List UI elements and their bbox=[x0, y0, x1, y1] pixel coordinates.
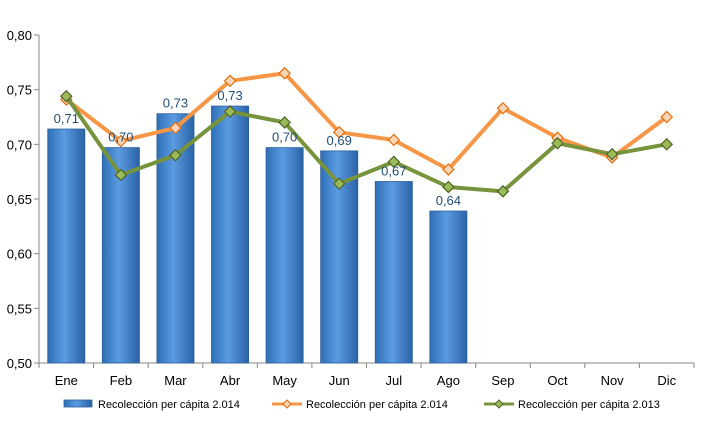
legend-item: Recolección per cápita 2.014 bbox=[63, 399, 240, 411]
y-tick-label: 0,55 bbox=[7, 301, 32, 316]
x-tick-label: Sep bbox=[491, 373, 514, 388]
line-point bbox=[332, 125, 346, 139]
y-tick-label: 0,50 bbox=[7, 356, 32, 371]
bar-data-label: 0,73 bbox=[217, 88, 242, 103]
legend-label: Recolección per cápita 2.013 bbox=[518, 399, 660, 411]
series-2014-line bbox=[59, 66, 674, 176]
bar-data-label: 0,71 bbox=[54, 111, 79, 126]
line-point bbox=[660, 137, 674, 151]
line-point bbox=[496, 101, 510, 115]
line-point bbox=[278, 116, 291, 129]
data-labels: 0,71 0,70 0,73 0,73 0,70 0,69 0,67 0,64 bbox=[54, 88, 461, 208]
bar-data-label: 0,70 bbox=[108, 130, 133, 145]
bar-series bbox=[47, 105, 468, 364]
line-point bbox=[169, 148, 182, 162]
x-tick-label: Mar bbox=[164, 373, 187, 388]
line-point bbox=[387, 133, 401, 147]
line-point bbox=[660, 110, 674, 124]
x-tick-label: Jul bbox=[385, 373, 402, 388]
bar-data-label: 0,70 bbox=[272, 130, 297, 145]
x-tick-label: May bbox=[272, 373, 297, 388]
legend-item: Recolección per cápita 2.014 bbox=[272, 399, 448, 411]
line-point bbox=[169, 121, 182, 135]
x-tick-label: Feb bbox=[110, 373, 132, 388]
line-point bbox=[442, 163, 455, 176]
bar bbox=[374, 181, 413, 364]
y-tick-label: 0,70 bbox=[7, 137, 32, 152]
series-line bbox=[64, 71, 669, 172]
legend-marker bbox=[282, 399, 292, 409]
line-point bbox=[223, 74, 237, 88]
bar bbox=[101, 147, 140, 364]
legend: Recolección per cápita 2.014 Recolección … bbox=[63, 399, 660, 411]
line-point bbox=[114, 168, 128, 182]
bar bbox=[47, 128, 86, 364]
y-tick-label: 0,80 bbox=[7, 28, 32, 43]
bar bbox=[429, 210, 468, 364]
x-tick-label: Ene bbox=[55, 373, 78, 388]
x-tick-label: Oct bbox=[547, 373, 568, 388]
line-series bbox=[59, 66, 674, 198]
bar-data-label: 0,67 bbox=[381, 164, 406, 179]
bar-data-label: 0,64 bbox=[436, 193, 461, 208]
y-tick-label: 0,75 bbox=[7, 83, 32, 98]
line-point bbox=[59, 89, 73, 103]
legend-swatch bbox=[63, 399, 93, 408]
line-point bbox=[114, 134, 128, 148]
series-line bbox=[64, 94, 669, 194]
line-point bbox=[278, 66, 291, 80]
line-point bbox=[223, 105, 237, 118]
line-point bbox=[442, 180, 455, 194]
legend-item: Recolección per cápita 2.013 bbox=[484, 399, 660, 411]
series-2013-line bbox=[59, 89, 674, 198]
bar-data-label: 0,69 bbox=[327, 133, 352, 148]
legend-label: Recolección per cápita 2.014 bbox=[306, 399, 448, 411]
x-tick-label: Nov bbox=[601, 373, 625, 388]
x-tick-label: Dic bbox=[657, 373, 676, 388]
legend-marker bbox=[494, 399, 504, 409]
x-tick-label: Jun bbox=[329, 373, 350, 388]
y-tick-label: 0,60 bbox=[7, 247, 32, 262]
x-tick-label: Ago bbox=[437, 373, 460, 388]
line-point bbox=[387, 155, 401, 169]
x-tick-label: Abr bbox=[220, 373, 241, 388]
line-point bbox=[332, 177, 346, 191]
bar bbox=[211, 105, 250, 364]
bar-data-label: 0,73 bbox=[163, 96, 188, 111]
line-point bbox=[551, 136, 564, 150]
bar bbox=[265, 147, 304, 364]
y-tick-label: 0,65 bbox=[7, 192, 32, 207]
axes: 0,50 0,55 0,60 0,65 0,70 0,75 0,80 Ene Feb Mar Abr… bbox=[7, 28, 695, 388]
line-point bbox=[605, 147, 619, 161]
legend-label: Recolección per cápita 2.014 bbox=[98, 399, 240, 411]
line-point bbox=[496, 184, 510, 198]
